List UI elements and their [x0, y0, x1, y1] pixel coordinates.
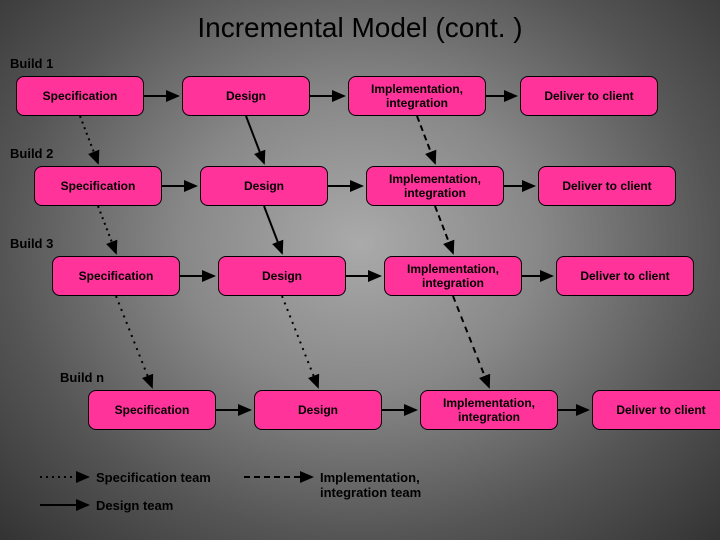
- spec-box: Specification: [52, 256, 180, 296]
- spec-box: Specification: [34, 166, 162, 206]
- spec-box: Specification: [16, 76, 144, 116]
- impl-box: Implementation, integration: [348, 76, 486, 116]
- build-label: Build 2: [10, 146, 53, 161]
- design-box: Design: [254, 390, 382, 430]
- impl-box: Implementation, integration: [420, 390, 558, 430]
- legend-impl-team: Implementation, integration team: [320, 470, 480, 500]
- deliver-box: Deliver to client: [592, 390, 720, 430]
- page-title: Incremental Model (cont. ): [0, 0, 720, 44]
- spec-box: Specification: [88, 390, 216, 430]
- deliver-box: Deliver to client: [556, 256, 694, 296]
- legend-design-team: Design team: [96, 498, 173, 513]
- design-box: Design: [200, 166, 328, 206]
- legend-spec-team: Specification team: [96, 470, 211, 485]
- design-box: Design: [218, 256, 346, 296]
- design-box: Design: [182, 76, 310, 116]
- build-label: Build 1: [10, 56, 53, 71]
- build-label: Build 3: [10, 236, 53, 251]
- build-label: Build n: [60, 370, 104, 385]
- deliver-box: Deliver to client: [538, 166, 676, 206]
- impl-box: Implementation, integration: [366, 166, 504, 206]
- impl-box: Implementation, integration: [384, 256, 522, 296]
- deliver-box: Deliver to client: [520, 76, 658, 116]
